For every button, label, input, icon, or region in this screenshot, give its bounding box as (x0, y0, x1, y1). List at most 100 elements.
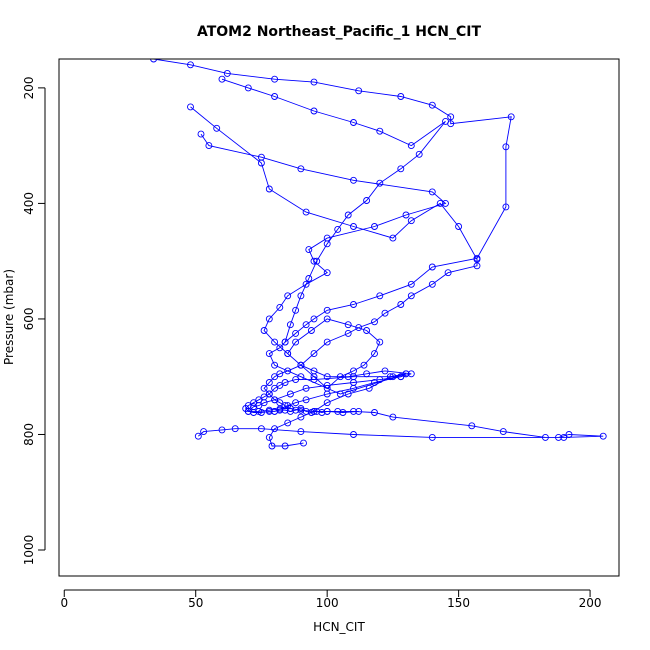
data-point (307, 327, 315, 334)
data-point (305, 275, 313, 282)
data-point (350, 119, 357, 126)
data-point (447, 113, 455, 121)
data-point (257, 425, 265, 433)
data-point (555, 433, 562, 441)
data-point (323, 399, 331, 407)
data-point (297, 428, 305, 436)
data-point (281, 442, 289, 450)
data-point (428, 433, 436, 441)
data-point (205, 142, 213, 150)
data-point (297, 373, 305, 381)
data-point (344, 390, 352, 398)
data-point (397, 301, 405, 308)
data-point (310, 407, 318, 415)
data-point (407, 217, 415, 225)
data-point (213, 124, 221, 132)
data-point (302, 208, 310, 216)
data-point (286, 321, 294, 329)
data-point (376, 338, 384, 346)
data-point (371, 350, 378, 358)
data-point (386, 373, 394, 381)
data-point (363, 370, 371, 378)
data-point (310, 107, 318, 115)
data-point (323, 390, 331, 398)
data-point (455, 223, 463, 230)
data-point (292, 376, 300, 384)
data-point (323, 315, 331, 323)
data-point (265, 390, 273, 398)
data-point (355, 324, 363, 332)
data-point (407, 142, 415, 150)
data-point (428, 101, 436, 109)
data-point (305, 246, 313, 254)
data-point (350, 384, 357, 392)
data-point (286, 390, 294, 398)
data-point (344, 373, 352, 381)
data-point (360, 361, 368, 369)
series-line-3 (190, 106, 478, 409)
data-point (350, 176, 357, 184)
y-tick-label: 800 (22, 423, 36, 446)
data-point (310, 350, 318, 358)
data-point (310, 367, 318, 375)
data-point (371, 409, 378, 416)
data-point (339, 409, 347, 416)
data-point (336, 373, 344, 381)
data-point (334, 407, 342, 415)
data-point (371, 318, 378, 326)
data-point (297, 361, 305, 369)
data-point (442, 117, 449, 125)
data-point (271, 75, 279, 83)
data-point (276, 381, 284, 389)
data-point (363, 327, 371, 334)
x-tick-label: 50 (188, 596, 203, 610)
data-point (402, 370, 410, 378)
data-point (355, 87, 363, 95)
data-point (334, 225, 342, 233)
data-point (292, 306, 300, 314)
data-point (284, 402, 292, 410)
y-axis-label: Pressure (mbar) (2, 269, 16, 365)
data-point (318, 409, 326, 416)
data-point (344, 321, 352, 329)
data-point (297, 292, 305, 300)
data-point (281, 338, 289, 346)
data-point (292, 399, 300, 407)
data-point (260, 399, 268, 407)
data-point (223, 69, 231, 77)
data-point (442, 199, 449, 207)
data-point (313, 257, 321, 265)
data-point (197, 130, 205, 138)
data-point (284, 367, 292, 375)
data-point (402, 211, 410, 219)
data-point (150, 59, 158, 63)
data-point (363, 197, 371, 204)
data-point (350, 367, 357, 375)
data-point (257, 159, 265, 167)
data-point (284, 292, 292, 300)
data-point (507, 113, 515, 121)
data-point (397, 373, 405, 381)
data-point (381, 367, 389, 375)
data-point (407, 292, 415, 300)
y-tick-label: 600 (22, 307, 36, 330)
data-point (194, 432, 202, 440)
data-point (389, 413, 397, 421)
data-point (344, 329, 352, 337)
data-point (271, 93, 279, 100)
plot-area (150, 59, 607, 450)
data-point (444, 269, 452, 277)
data-point (473, 262, 481, 270)
data-point (281, 379, 289, 386)
data-point (255, 407, 263, 415)
data-point (265, 379, 273, 386)
data-point (302, 384, 310, 392)
data-point (265, 406, 273, 414)
data-point (407, 280, 415, 288)
data-point (284, 419, 292, 427)
data-point (276, 344, 284, 352)
data-point (371, 223, 378, 230)
data-point (310, 78, 318, 86)
data-point (260, 327, 268, 334)
